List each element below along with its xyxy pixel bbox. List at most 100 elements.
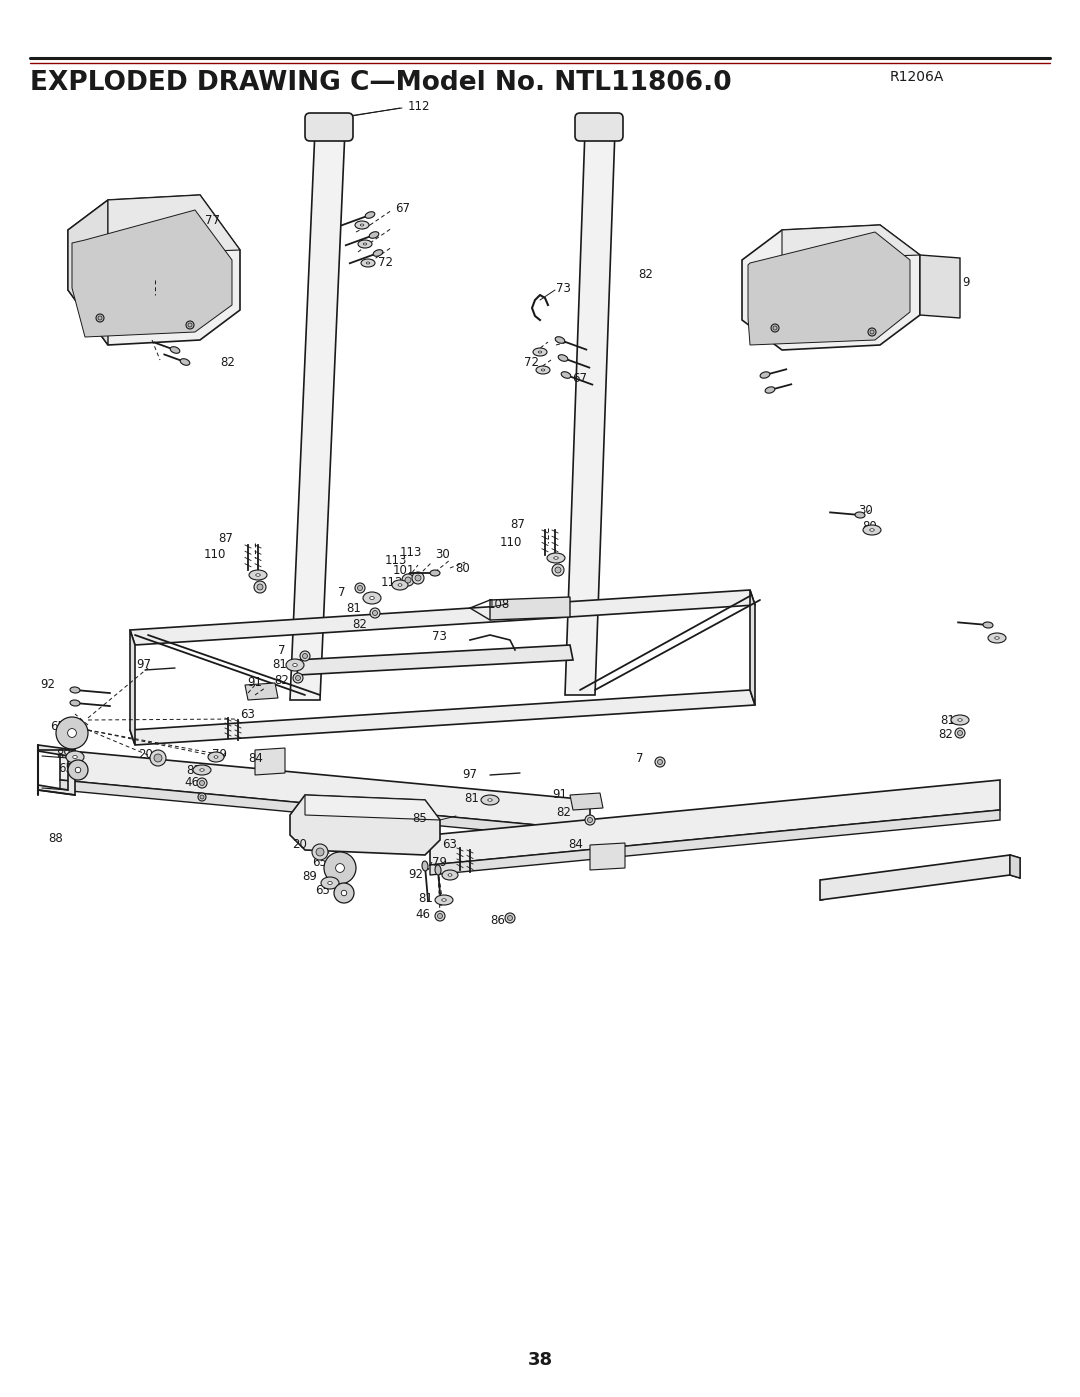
Text: 81: 81	[346, 602, 361, 615]
Ellipse shape	[193, 766, 211, 775]
Polygon shape	[255, 747, 285, 775]
Text: 9: 9	[962, 275, 970, 289]
Ellipse shape	[430, 570, 440, 576]
Ellipse shape	[249, 570, 267, 580]
Ellipse shape	[154, 754, 162, 761]
Ellipse shape	[256, 574, 260, 576]
Ellipse shape	[300, 651, 310, 661]
Ellipse shape	[369, 597, 375, 599]
Polygon shape	[490, 597, 570, 620]
Polygon shape	[130, 590, 755, 645]
Text: 81: 81	[418, 891, 433, 904]
Text: 63: 63	[240, 708, 255, 721]
Ellipse shape	[552, 564, 564, 576]
Ellipse shape	[868, 328, 876, 337]
Text: R1206A: R1206A	[890, 70, 944, 84]
Polygon shape	[291, 130, 345, 700]
Text: 72: 72	[524, 355, 539, 369]
Text: 81: 81	[186, 764, 201, 777]
Ellipse shape	[355, 583, 365, 592]
Ellipse shape	[654, 757, 665, 767]
Ellipse shape	[983, 622, 993, 629]
Text: EXPLODED DRAWING C—Model No. NTL11806.0: EXPLODED DRAWING C—Model No. NTL11806.0	[30, 70, 731, 96]
Text: 7: 7	[278, 644, 285, 657]
Ellipse shape	[555, 337, 565, 344]
Text: 67: 67	[572, 372, 588, 384]
Ellipse shape	[68, 760, 87, 780]
Ellipse shape	[958, 718, 962, 721]
Text: 81: 81	[464, 792, 478, 805]
Text: 91: 91	[247, 676, 262, 689]
Text: 81: 81	[940, 714, 955, 726]
Ellipse shape	[180, 359, 190, 365]
Text: 65: 65	[315, 883, 329, 897]
Text: 82: 82	[352, 617, 367, 630]
FancyBboxPatch shape	[305, 113, 353, 141]
Ellipse shape	[363, 592, 381, 604]
Text: 82: 82	[556, 806, 571, 819]
Ellipse shape	[541, 369, 544, 372]
Text: 84: 84	[248, 752, 262, 764]
Polygon shape	[295, 645, 573, 675]
Ellipse shape	[442, 898, 446, 901]
Ellipse shape	[200, 768, 204, 771]
Ellipse shape	[70, 700, 80, 705]
Text: 89: 89	[302, 870, 316, 883]
Text: 110: 110	[500, 535, 523, 549]
Ellipse shape	[357, 240, 372, 249]
Text: 113: 113	[400, 545, 422, 559]
Ellipse shape	[334, 883, 354, 902]
Ellipse shape	[555, 567, 561, 573]
Ellipse shape	[293, 673, 303, 683]
Ellipse shape	[773, 326, 777, 330]
Ellipse shape	[369, 232, 379, 239]
Ellipse shape	[324, 852, 356, 884]
Text: 79: 79	[212, 749, 227, 761]
Ellipse shape	[505, 914, 515, 923]
Ellipse shape	[399, 584, 402, 587]
Ellipse shape	[988, 633, 1005, 643]
Ellipse shape	[415, 576, 421, 581]
Ellipse shape	[870, 330, 874, 334]
Ellipse shape	[296, 676, 300, 680]
Ellipse shape	[765, 387, 774, 393]
Polygon shape	[68, 196, 240, 345]
Ellipse shape	[357, 585, 363, 591]
Ellipse shape	[855, 511, 865, 518]
Text: 89: 89	[56, 747, 71, 760]
Ellipse shape	[188, 323, 192, 327]
Ellipse shape	[336, 863, 345, 872]
Text: 92: 92	[408, 869, 423, 882]
Text: 81: 81	[272, 658, 287, 672]
Ellipse shape	[171, 346, 179, 353]
Text: 88: 88	[48, 831, 63, 845]
Polygon shape	[430, 810, 1000, 875]
Ellipse shape	[312, 844, 328, 861]
Polygon shape	[748, 232, 910, 345]
Ellipse shape	[995, 637, 999, 640]
Polygon shape	[1010, 855, 1020, 877]
Polygon shape	[130, 630, 135, 745]
Ellipse shape	[554, 557, 558, 559]
Ellipse shape	[56, 717, 87, 749]
Text: 65: 65	[58, 761, 72, 774]
Ellipse shape	[562, 372, 571, 379]
Polygon shape	[305, 795, 440, 820]
Ellipse shape	[361, 224, 364, 226]
Ellipse shape	[363, 243, 367, 244]
Text: 113: 113	[384, 553, 407, 567]
Ellipse shape	[658, 760, 662, 764]
Polygon shape	[245, 683, 278, 700]
Text: 86: 86	[490, 914, 504, 926]
Ellipse shape	[254, 581, 266, 592]
Text: 82: 82	[939, 728, 953, 742]
Ellipse shape	[72, 756, 78, 759]
Ellipse shape	[96, 314, 104, 321]
Polygon shape	[750, 590, 755, 705]
Ellipse shape	[150, 750, 166, 766]
Polygon shape	[742, 225, 920, 351]
Text: 7: 7	[338, 585, 346, 598]
Ellipse shape	[771, 324, 779, 332]
Ellipse shape	[546, 553, 565, 563]
Text: 46: 46	[184, 777, 199, 789]
